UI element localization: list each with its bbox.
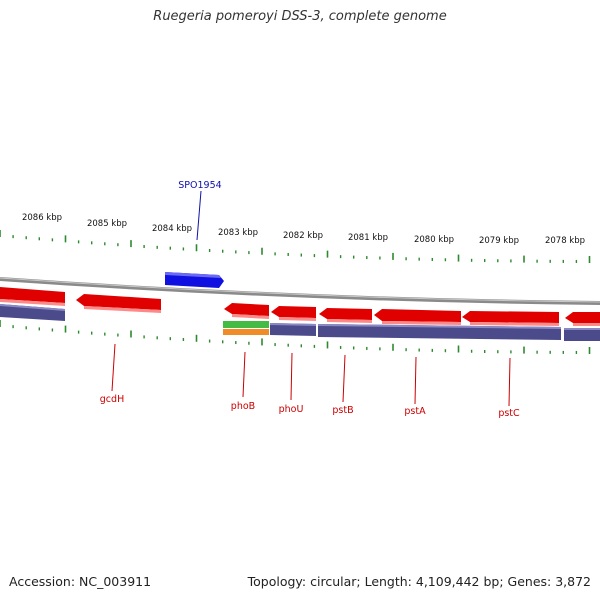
scale-label: 2080 kbp (414, 235, 454, 245)
scale-label: 2079 kbp (479, 236, 519, 246)
gene-arrow[interactable] (565, 312, 600, 326)
outer-scale-ticks (0, 230, 591, 263)
scale-label: 2086 kbp (22, 213, 62, 223)
scale-label: 2085 kbp (87, 219, 127, 229)
scale-labels: 2086 kbp 2085 kbp 2084 kbp 2083 kbp 2082… (22, 213, 585, 246)
gene-label-pstc[interactable]: pstC (498, 408, 520, 419)
scale-label: 2082 kbp (283, 231, 323, 241)
map-title: Ruegeria pomeroyi DSS-3, complete genome (153, 9, 447, 24)
gene-phob[interactable] (224, 303, 269, 319)
scale-label: 2083 kbp (218, 228, 258, 238)
label-leaders (111, 190, 511, 407)
reverse-strand-genes (0, 287, 600, 326)
inner-scale-ticks (0, 320, 591, 354)
gene-gcdh[interactable] (76, 294, 161, 313)
cds-track (0, 304, 600, 341)
genome-backbone (0, 277, 600, 305)
gene-phou[interactable] (271, 306, 316, 321)
gene-pstb[interactable] (319, 308, 372, 323)
gene-labels: SPO1954 gcdH phoB phoU pstB pstA pstC (100, 180, 520, 419)
scale-label: 2078 kbp (545, 236, 585, 246)
accession-label: Accession: NC_003911 (9, 574, 152, 589)
gene-arrow[interactable] (0, 287, 65, 306)
genome-summary: Topology: circular; Length: 4,109,442 bp… (247, 574, 591, 589)
gene-label-phou[interactable]: phoU (279, 404, 304, 415)
scale-label: 2081 kbp (348, 233, 388, 243)
gene-spo1954[interactable] (165, 272, 224, 288)
gene-label-gcdh[interactable]: gcdH (100, 394, 124, 405)
misc-features (223, 321, 269, 335)
gene-pstc[interactable] (462, 311, 559, 326)
gene-label-psta[interactable]: pstA (404, 406, 426, 417)
gene-psta[interactable] (374, 309, 461, 325)
gene-label-spo1954[interactable]: SPO1954 (178, 180, 221, 191)
green-feature[interactable] (223, 321, 269, 328)
scale-label: 2084 kbp (152, 224, 192, 234)
gene-label-phob[interactable]: phoB (231, 401, 255, 412)
orange-feature[interactable] (223, 329, 269, 335)
gene-label-pstb[interactable]: pstB (332, 405, 353, 416)
